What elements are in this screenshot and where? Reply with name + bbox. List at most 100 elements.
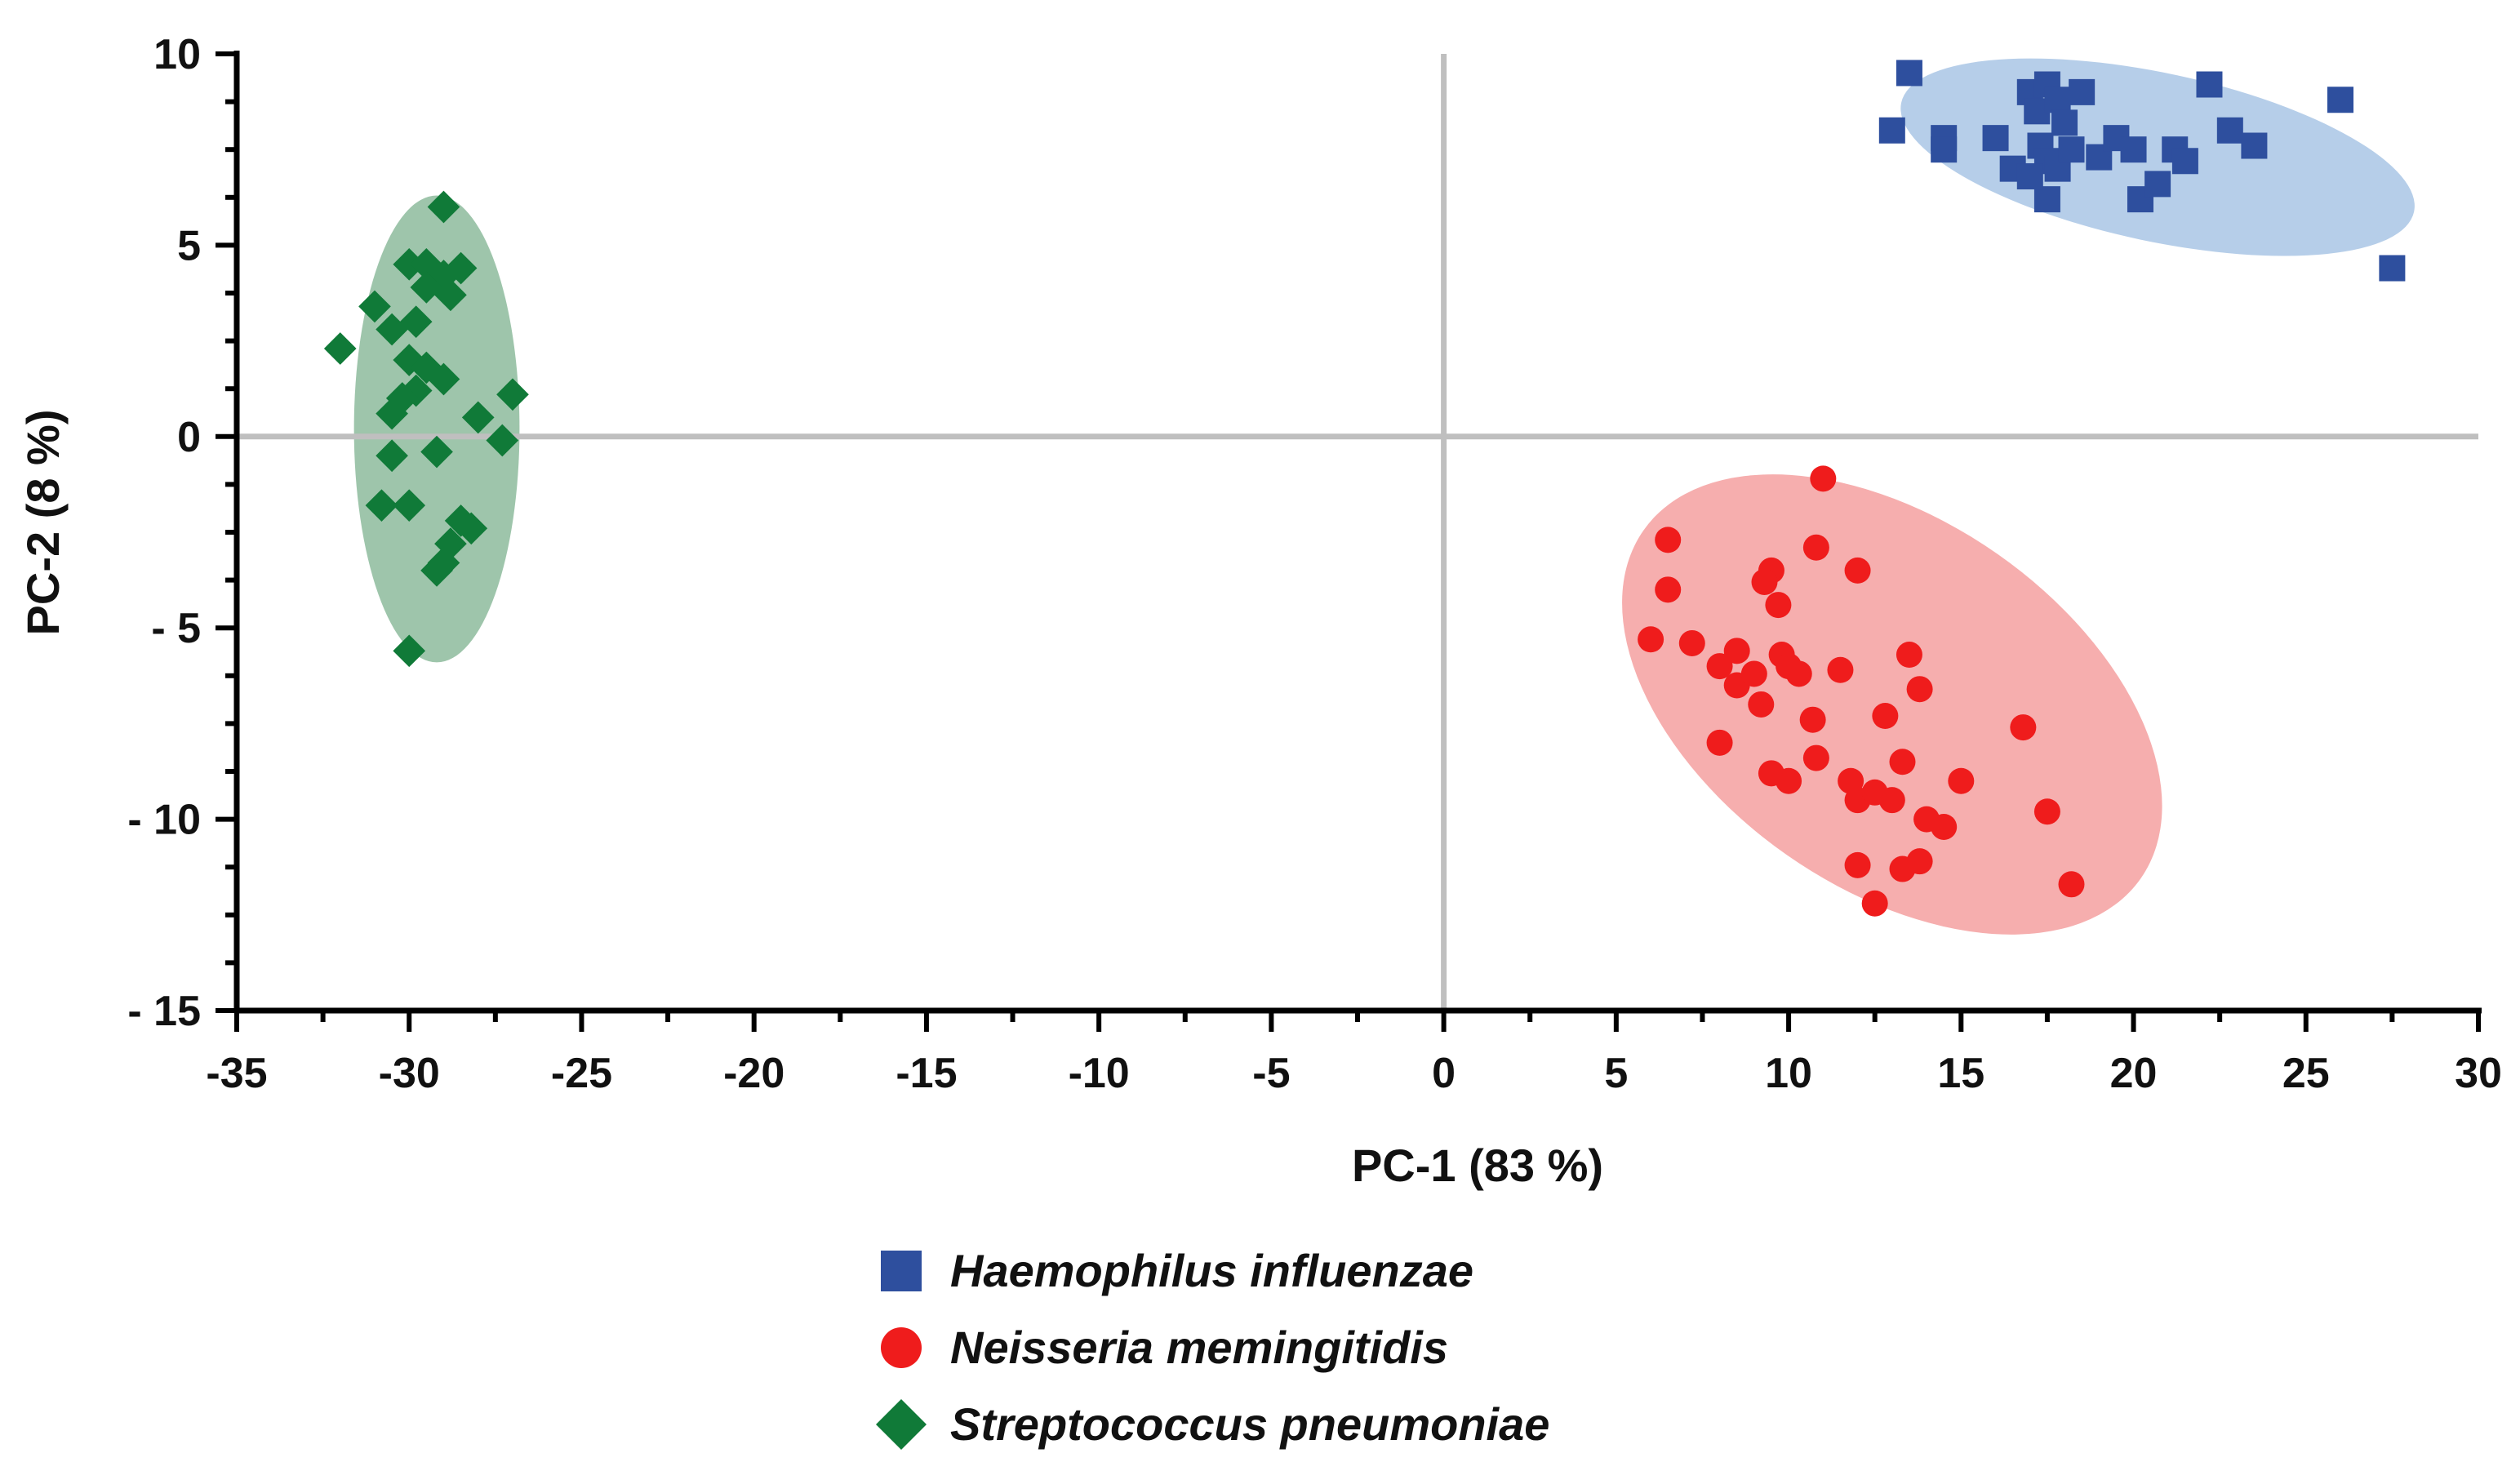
- haemophilus-influenzae-point-20: [2120, 136, 2147, 163]
- neisseria-memingitidis-point-38: [1861, 890, 1888, 917]
- haemophilus-influenzae-point-22: [2144, 171, 2171, 198]
- y-tick-label: - 10: [127, 797, 201, 844]
- legend-label-haemophilus-influenzae: Haemophilus influenzae: [950, 1245, 1473, 1296]
- x-axis-title: PC-1 (83 %): [1352, 1140, 1603, 1191]
- haemophilus-influenzae-point-29: [2379, 255, 2406, 282]
- streptococcus-pneumoniae-point-5: [410, 271, 443, 304]
- haemophilus-influenzae-point-27: [2241, 132, 2268, 159]
- axes: [216, 51, 2482, 1032]
- x-tick-label: -5: [1252, 1050, 1290, 1097]
- x-tick-label: 15: [1937, 1050, 1984, 1097]
- streptococcus-pneumoniae-point-17: [461, 401, 495, 434]
- x-tick-label: -35: [206, 1050, 267, 1097]
- x-tick-label: 30: [2455, 1050, 2502, 1097]
- x-tick-label: -25: [551, 1050, 612, 1097]
- streptococcus-pneumoniae-point-1: [393, 248, 426, 281]
- neisseria-memingitidis-point-10: [1751, 568, 1778, 595]
- neisseria-memingitidis-ellipse: [1622, 474, 2162, 935]
- haemophilus-influenzae-point-9: [2044, 87, 2071, 113]
- haemophilus-influenzae-ellipse: [1900, 58, 2415, 256]
- streptococcus-pneumoniae-point-2: [410, 248, 443, 281]
- neisseria-memingitidis-point-19: [1810, 465, 1837, 492]
- streptococcus-pneumoniae-point-11: [393, 344, 426, 376]
- x-tick-label: -30: [379, 1050, 440, 1097]
- neisseria-memingitidis-point-20: [1799, 706, 1826, 733]
- streptococcus-pneumoniae-point-29: [393, 634, 426, 668]
- haemophilus-influenzae-point-25: [2196, 71, 2223, 98]
- x-tick-label: -20: [723, 1050, 784, 1097]
- neisseria-memingitidis-point-18: [1802, 534, 1829, 561]
- streptococcus-pneumoniae-point-23: [393, 489, 426, 522]
- legend-label-neisseria-memingitidis: Neisseria memingitidis: [950, 1322, 1448, 1373]
- neisseria-memingitidis-point-7: [1740, 660, 1767, 687]
- haemophilus-influenzae-point-26: [2216, 117, 2243, 144]
- haemophilus-influenzae-point-1: [1878, 117, 1905, 144]
- legend-item-haemophilus-influenzae: Haemophilus influenzae: [881, 1245, 1473, 1296]
- streptococcus-pneumoniae-point-22: [365, 489, 398, 522]
- streptococcus-pneumoniae-point-21: [376, 439, 408, 473]
- data-points: [323, 60, 2406, 917]
- streptococcus-pneumoniae-point-10: [323, 332, 357, 365]
- neisseria-memingitidis-point-2: [1638, 626, 1664, 653]
- neisseria-memingitidis-point-3: [1678, 629, 1705, 656]
- neisseria-memingitidis-point-28: [1872, 703, 1899, 730]
- haemophilus-influenzae-point-15: [2069, 78, 2096, 105]
- neisseria-memingitidis-point-27: [1878, 787, 1905, 814]
- neisseria-memingitidis-point-5: [1723, 638, 1750, 664]
- neisseria-memingitidis-point-11: [1765, 592, 1792, 619]
- haemophilus-influenzae-point-3: [1931, 136, 1958, 163]
- neisseria-memingitidis-point-30: [1896, 642, 1922, 669]
- y-tick-label: 0: [177, 414, 201, 461]
- streptococcus-pneumoniae-point-13: [427, 362, 460, 396]
- x-tick-label: 5: [1604, 1050, 1628, 1097]
- neisseria-memingitidis-point-41: [2058, 871, 2085, 898]
- neisseria-memingitidis-point-29: [1889, 749, 1916, 775]
- neisseria-memingitidis-point-14: [1785, 660, 1812, 687]
- streptococcus-pneumoniae-point-19: [486, 424, 519, 457]
- reference-lines: [237, 54, 2478, 1011]
- tick-labels: -35 -30 -25 -20 -15 -10 -5 0 5 10 15 20 25 30 10 5 0 - 5 -…: [127, 31, 2502, 1097]
- y-tick-label: 5: [177, 222, 201, 269]
- y-tick-label: - 15: [127, 988, 201, 1035]
- neisseria-memingitidis-point-15: [1706, 729, 1733, 756]
- haemophilus-influenzae-point-13: [2058, 136, 2085, 163]
- streptococcus-pneumoniae-point-0: [427, 190, 460, 224]
- haemophilus-influenzae-point-4: [1982, 125, 2009, 152]
- x-tick-label: 25: [2282, 1050, 2330, 1097]
- neisseria-memingitidis-point-23: [1844, 557, 1871, 584]
- neisseria-memingitidis-point-40: [2033, 798, 2060, 825]
- streptococcus-pneumoniae-point-16: [376, 397, 408, 430]
- streptococcus-pneumoniae-ellipse: [353, 195, 520, 663]
- y-tick-label: 10: [153, 31, 201, 78]
- neisseria-memingitidis-point-17: [1776, 767, 1802, 794]
- streptococcus-pneumoniae-point-4: [444, 251, 478, 285]
- y-tick-label: - 5: [151, 605, 201, 652]
- streptococcus-pneumoniae-point-24: [444, 504, 478, 537]
- neisseria-memingitidis-point-39: [2010, 714, 2037, 741]
- streptococcus-pneumoniae-point-7: [358, 290, 391, 323]
- haemophilus-influenzae-point-24: [2171, 148, 2198, 175]
- neisseria-memingitidis-point-31: [1906, 676, 1933, 703]
- y-axis-title: PC-2 (8 %): [17, 410, 69, 636]
- neisseria-memingitidis-point-33: [1931, 813, 1958, 840]
- legend-item-streptococcus-pneumoniae: Streptococcus pneumoniae: [876, 1398, 1549, 1450]
- neisseria-memingitidis-point-34: [1948, 767, 1975, 794]
- haemophilus-influenzae-point-17: [2016, 163, 2043, 190]
- streptococcus-pneumoniae-point-12: [410, 351, 443, 384]
- legend-marker-neisseria-memingitidis: [881, 1327, 922, 1368]
- neisseria-memingitidis-point-1: [1655, 576, 1682, 603]
- streptococcus-pneumoniae-point-25: [455, 512, 488, 545]
- neisseria-memingitidis-point-8: [1748, 691, 1775, 718]
- x-tick-label: 0: [1432, 1050, 1456, 1097]
- streptococcus-pneumoniae-point-20: [420, 435, 453, 469]
- neisseria-memingitidis-point-0: [1655, 527, 1682, 553]
- x-tick-label: -15: [896, 1050, 957, 1097]
- legend: Haemophilus influenzae Neisseria memingit…: [876, 1245, 1549, 1450]
- x-tick-label: 10: [1765, 1050, 1812, 1097]
- streptococcus-pneumoniae-point-9: [376, 313, 408, 346]
- cluster-ellipses: [353, 58, 2415, 935]
- legend-item-neisseria-memingitidis: Neisseria memingitidis: [881, 1322, 1448, 1373]
- haemophilus-influenzae-point-16: [2033, 186, 2060, 213]
- x-tick-label: -10: [1069, 1050, 1130, 1097]
- streptococcus-pneumoniae-point-6: [434, 278, 467, 312]
